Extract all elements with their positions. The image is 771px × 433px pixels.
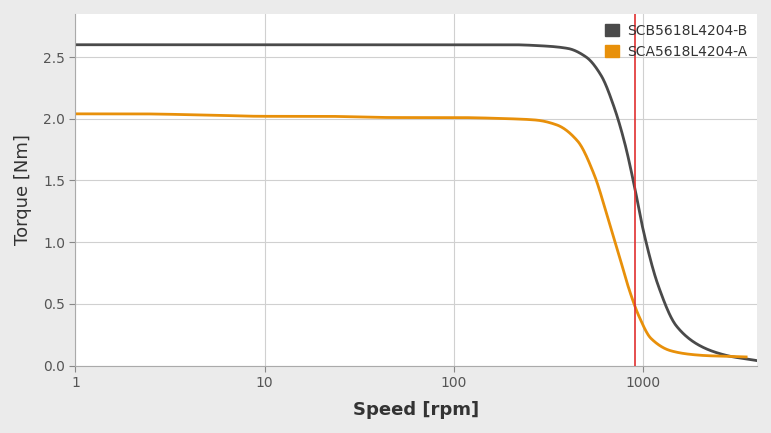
SCB5618L4204-B [752,358,762,363]
SCA5618L4204-A [531,117,540,123]
SCA5618L4204-A [140,111,149,116]
Legend: SCB5618L4204-B, SCA5618L4204-A: SCB5618L4204-B, SCA5618L4204-A [599,18,753,64]
Y-axis label: Torque [Nm]: Torque [Nm] [14,134,32,245]
SCA5618L4204-A [366,115,375,120]
Line: SCA5618L4204-A: SCA5618L4204-A [76,114,746,357]
SCB5618L4204-B [614,121,624,126]
SCA5618L4204-A [742,354,751,359]
SCB5618L4204-B [602,85,611,90]
SCB5618L4204-B [140,42,150,47]
X-axis label: Speed [rpm]: Speed [rpm] [353,401,480,419]
SCA5618L4204-A [71,111,80,116]
SCA5618L4204-A [594,184,603,189]
Line: SCB5618L4204-B: SCB5618L4204-B [76,45,757,361]
SCA5618L4204-A [606,224,615,229]
SCB5618L4204-B [346,42,355,47]
SCB5618L4204-B [371,42,380,47]
SCB5618L4204-B [71,42,80,47]
SCB5618L4204-B [539,43,548,48]
SCA5618L4204-A [342,114,352,119]
